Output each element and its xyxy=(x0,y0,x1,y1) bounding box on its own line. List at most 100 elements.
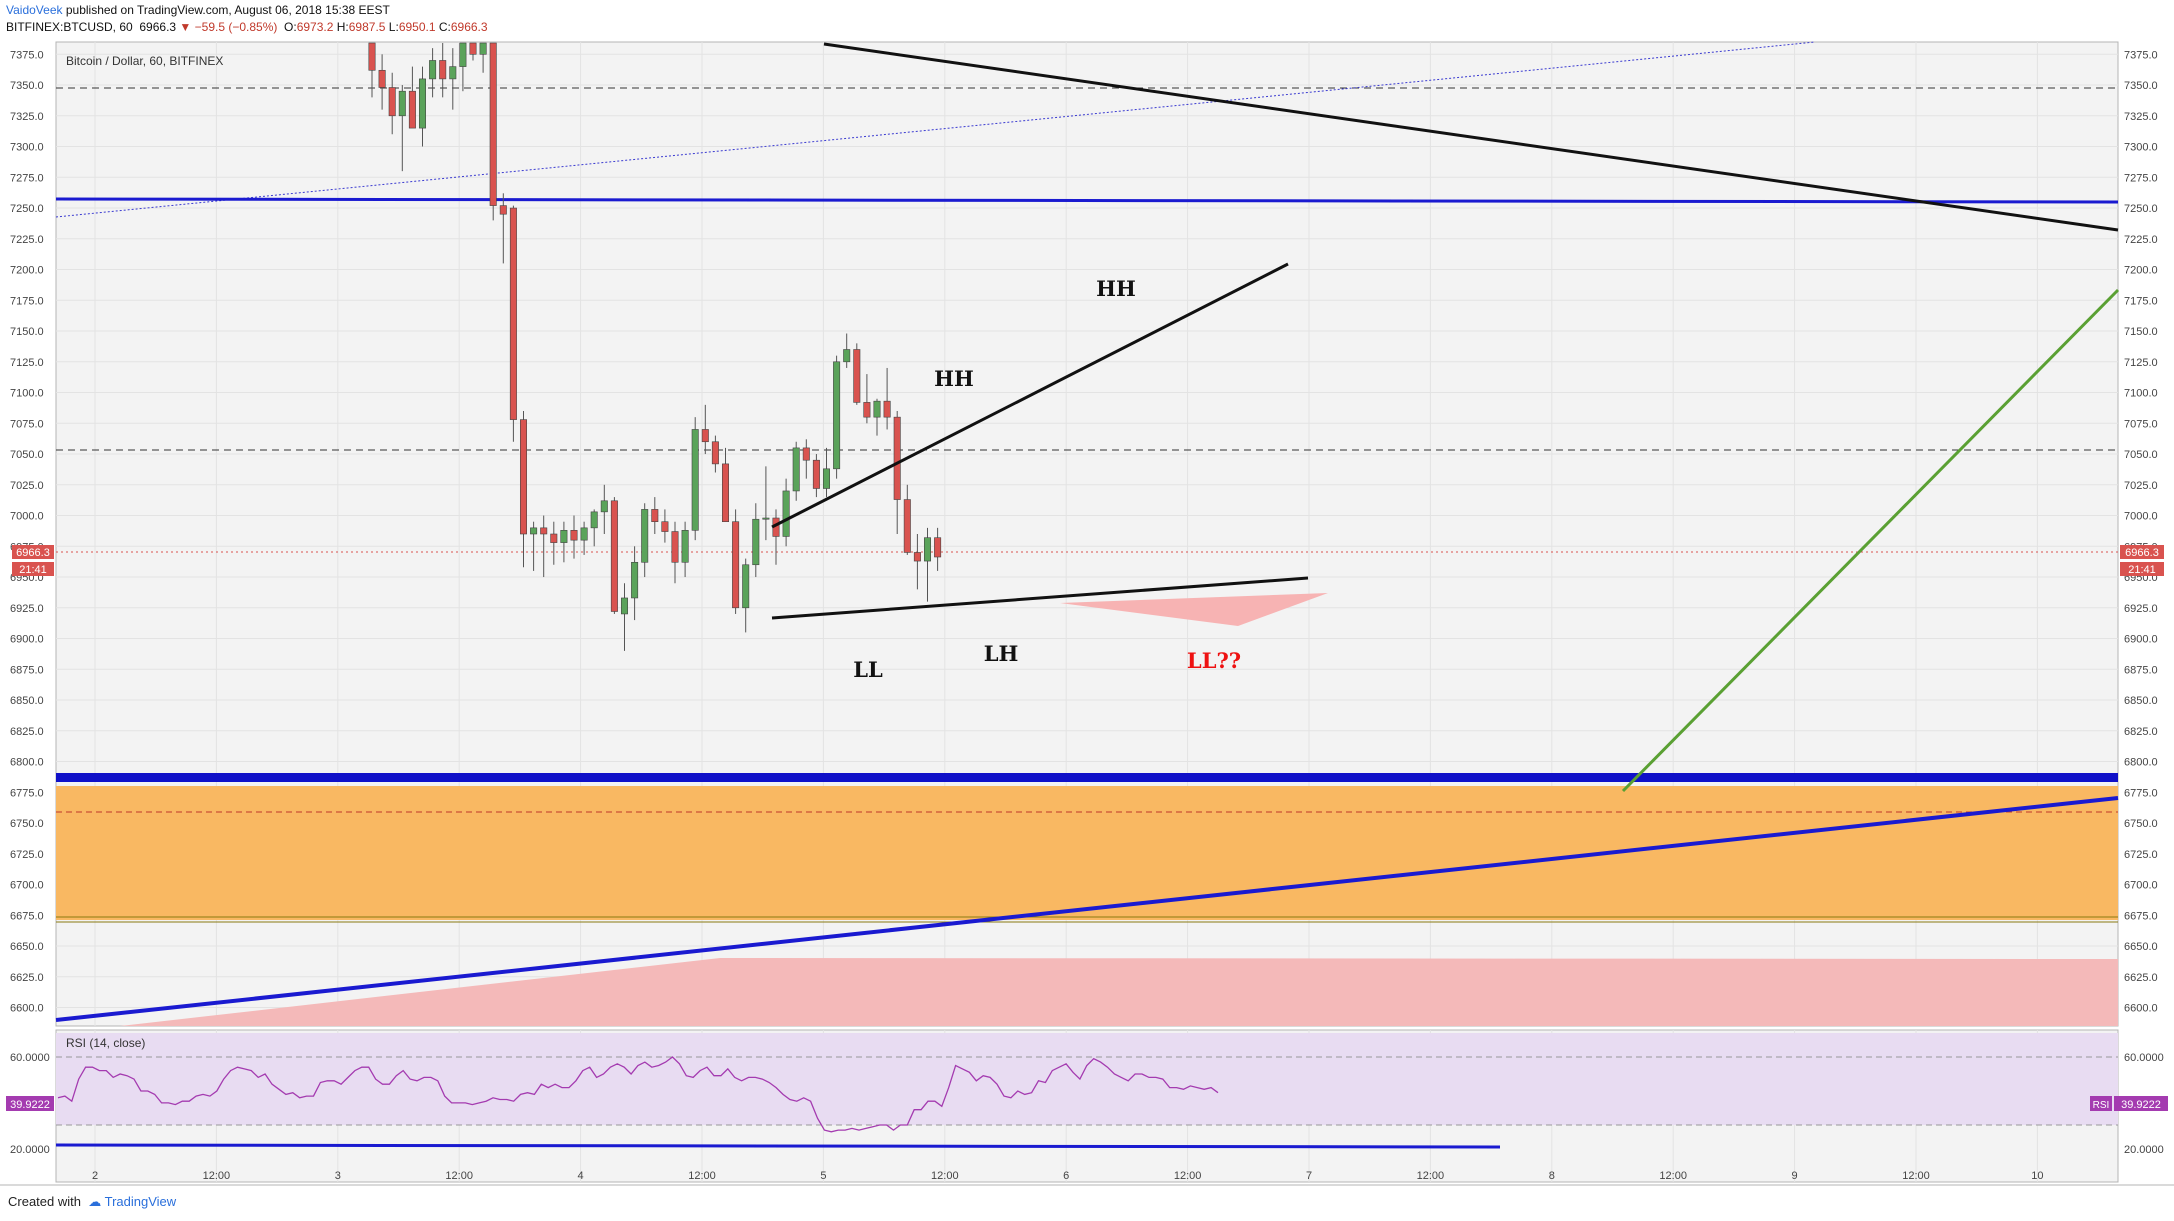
candle xyxy=(873,398,881,436)
candle xyxy=(540,515,548,578)
y-tick-left: 6800.0 xyxy=(10,757,44,769)
candle xyxy=(620,583,628,651)
y-tick-right: 7100.0 xyxy=(2124,388,2158,400)
x-tick: 2 xyxy=(92,1170,98,1182)
high-label: H: xyxy=(336,20,349,34)
candle xyxy=(934,527,942,571)
candle xyxy=(812,454,820,498)
low-value: 6950.1 xyxy=(398,20,436,34)
y-tick-left: 7200.0 xyxy=(10,265,44,277)
x-tick: 12:00 xyxy=(445,1170,473,1182)
candle xyxy=(499,193,507,264)
y-tick-left: 7000.0 xyxy=(10,511,44,523)
y-tick-right: 7300.0 xyxy=(2124,142,2158,154)
y-tick-left: 7075.0 xyxy=(10,418,44,430)
candle xyxy=(822,447,830,498)
candle xyxy=(429,48,437,98)
x-tick: 12:00 xyxy=(688,1170,716,1182)
candle xyxy=(863,374,871,424)
candle xyxy=(732,509,740,614)
candle xyxy=(853,343,861,405)
price-change: ▼ −59.5 (−0.85%) xyxy=(179,20,278,34)
candle xyxy=(459,42,467,92)
y-tick-left: 6825.0 xyxy=(10,726,44,738)
rsi-right-label-20: 20.0000 xyxy=(2124,1144,2164,1156)
author-link[interactable]: VaidoVeek xyxy=(6,3,63,17)
pattern-lower-line xyxy=(771,576,1309,620)
y-tick-left: 7050.0 xyxy=(10,449,44,461)
left-price-tag-text: 6966.3 xyxy=(16,547,50,559)
y-tick-right: 7200.0 xyxy=(2124,265,2158,277)
label-ll-question: LL?? xyxy=(1187,648,1241,673)
left-rsi-tag-text: 39.9222 xyxy=(10,1099,50,1111)
y-tick-left: 6725.0 xyxy=(10,849,44,861)
candle xyxy=(641,503,649,578)
candle xyxy=(469,42,477,61)
ascending-support-line xyxy=(55,796,2119,1022)
tradingview-link[interactable]: TradingView xyxy=(104,1194,177,1209)
created-with-text: Created with xyxy=(8,1194,81,1209)
candle xyxy=(701,404,709,455)
candles xyxy=(368,42,942,651)
y-tick-right: 7075.0 xyxy=(2124,418,2158,430)
y-tick-right: 6825.0 xyxy=(2124,726,2158,738)
y-tick-right: 7375.0 xyxy=(2124,49,2158,61)
candle xyxy=(388,72,396,135)
rsi-name-tag xyxy=(2090,1096,2112,1111)
candle xyxy=(509,205,517,442)
last-price: 6966.3 xyxy=(139,20,177,34)
low-label: L: xyxy=(388,20,399,34)
label-lh: LH xyxy=(984,641,1019,666)
open-value: 6973.2 xyxy=(296,20,334,34)
y-tick-left: 6625.0 xyxy=(10,972,44,984)
x-tick: 7 xyxy=(1306,1170,1312,1182)
candle xyxy=(843,333,851,368)
candle xyxy=(913,534,921,590)
thick-support-line xyxy=(56,773,2118,782)
y-tick-left: 6750.0 xyxy=(10,818,44,830)
publish-info: published on TradingView.com, August 06,… xyxy=(65,3,390,17)
x-tick: 3 xyxy=(335,1170,341,1182)
candle xyxy=(721,447,729,523)
tradingview-logo-icon: ☁ xyxy=(88,1194,102,1209)
right-rsi-tag xyxy=(2114,1096,2168,1111)
x-tick: 12:00 xyxy=(931,1170,959,1182)
candle xyxy=(792,441,800,501)
symbol: BITFINEX:BTCUSD, 60 xyxy=(6,20,133,34)
x-tick: 8 xyxy=(1549,1170,1555,1182)
left-rsi-tag xyxy=(6,1096,54,1111)
candle xyxy=(530,521,538,571)
candle xyxy=(590,509,598,547)
y-tick-right: 6875.0 xyxy=(2124,664,2158,676)
y-tick-right: 7000.0 xyxy=(2124,511,2158,523)
y-tick-right: 6650.0 xyxy=(2124,941,2158,953)
y-tick-left: 6675.0 xyxy=(10,910,44,922)
y-tick-right: 6600.0 xyxy=(2124,1003,2158,1015)
candle xyxy=(398,85,406,172)
left-price-tag xyxy=(12,545,54,559)
candle xyxy=(519,411,527,568)
candle xyxy=(762,466,770,541)
rsi-right-label-60: 60.0000 xyxy=(2124,1052,2164,1064)
pink-volume-area xyxy=(120,958,2118,1026)
y-tick-right: 7250.0 xyxy=(2124,203,2158,215)
candle xyxy=(782,478,790,547)
right-price-tag-text: 6966.3 xyxy=(2125,547,2159,559)
x-tick: 10 xyxy=(2031,1170,2043,1182)
candle xyxy=(742,558,750,633)
candle xyxy=(449,48,457,110)
y-tick-left: 7175.0 xyxy=(10,295,44,307)
green-trendline xyxy=(1621,288,2120,793)
y-tick-left: 7025.0 xyxy=(10,480,44,492)
candle xyxy=(439,43,447,98)
y-tick-left: 6600.0 xyxy=(10,1003,44,1015)
y-tick-left: 7325.0 xyxy=(10,111,44,123)
y-tick-left: 6650.0 xyxy=(10,941,44,953)
y-tick-left: 6775.0 xyxy=(10,787,44,799)
y-tick-right: 7350.0 xyxy=(2124,80,2158,92)
right-countdown-text: 21:41 xyxy=(2128,564,2156,576)
y-tick-left: 7150.0 xyxy=(10,326,44,338)
rsi-name-tag-text: RSI xyxy=(2093,1100,2110,1111)
candle xyxy=(418,66,426,147)
